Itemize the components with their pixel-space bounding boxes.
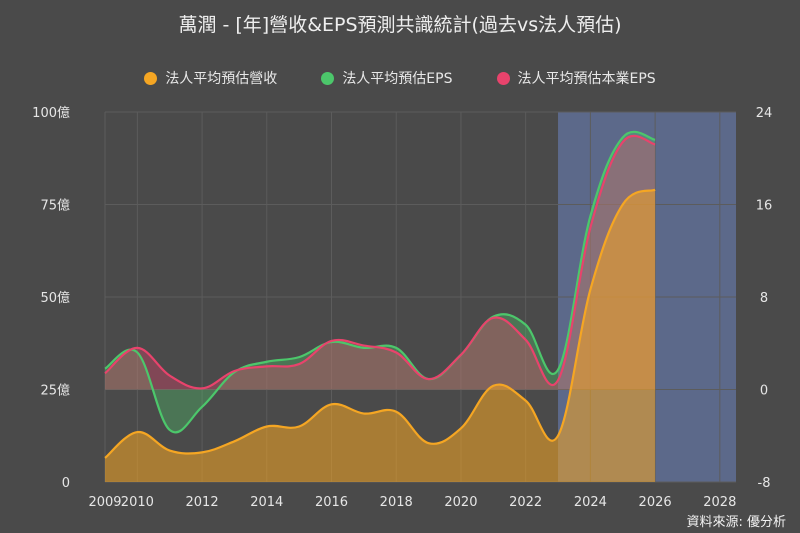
x-axis-tick-label: 2009: [88, 495, 121, 510]
chart-title: 萬潤 - [年]營收&EPS預測共識統計(過去vs法人預估): [178, 14, 622, 36]
series-line-1: [104, 130, 656, 434]
x-axis-tick-label: 2024: [574, 495, 607, 510]
legend-dot-revenue: [144, 71, 158, 85]
legend-dot-eps: [321, 71, 335, 85]
x-axis-tick-label: 2026: [639, 495, 672, 510]
right-axis-tick-label: -8: [758, 476, 771, 491]
legend: 法人平均預估營收 法人平均預估EPS 法人平均預估本業EPS: [0, 68, 800, 88]
x-axis-tick-label: 2016: [315, 495, 348, 510]
legend-dot-core-eps: [496, 71, 510, 85]
legend-item-eps[interactable]: 法人平均預估EPS: [321, 68, 453, 88]
legend-label-eps: 法人平均預估EPS: [342, 71, 453, 87]
left-axis-tick-label: 75億: [40, 198, 70, 214]
right-axis-tick-label: 0: [760, 384, 768, 399]
legend-item-core-eps[interactable]: 法人平均預估本業EPS: [496, 68, 656, 88]
left-axis-tick-label: 50億: [40, 290, 70, 306]
x-axis-tick-label: 2018: [380, 495, 413, 510]
x-axis-tick-label: 2010: [121, 495, 154, 510]
left-axis-tick-label: 25億: [40, 383, 70, 399]
series-area-0: [105, 189, 656, 482]
x-axis-tick-label: 2022: [509, 495, 542, 510]
right-axis-tick-label: 8: [760, 291, 768, 306]
x-axis-tick-label: 2012: [186, 495, 219, 510]
right-axis-tick-label: 24: [756, 106, 773, 121]
x-axis-tick-label: 2020: [444, 495, 477, 510]
right-axis-tick-label: 16: [756, 199, 773, 214]
data-source: 資料來源: 優分析: [686, 515, 786, 530]
series-area-1: [105, 131, 656, 433]
left-axis-tick-label: 0: [62, 476, 70, 491]
legend-label-revenue: 法人平均預估營收: [165, 71, 278, 87]
left-axis-tick-label: 100億: [32, 105, 70, 121]
legend-item-revenue[interactable]: 法人平均預估營收: [144, 68, 277, 88]
x-axis-tick-label: 2028: [703, 495, 736, 510]
legend-label-core-eps: 法人平均預估本業EPS: [517, 71, 656, 87]
x-axis-tick-label: 2014: [250, 495, 283, 510]
